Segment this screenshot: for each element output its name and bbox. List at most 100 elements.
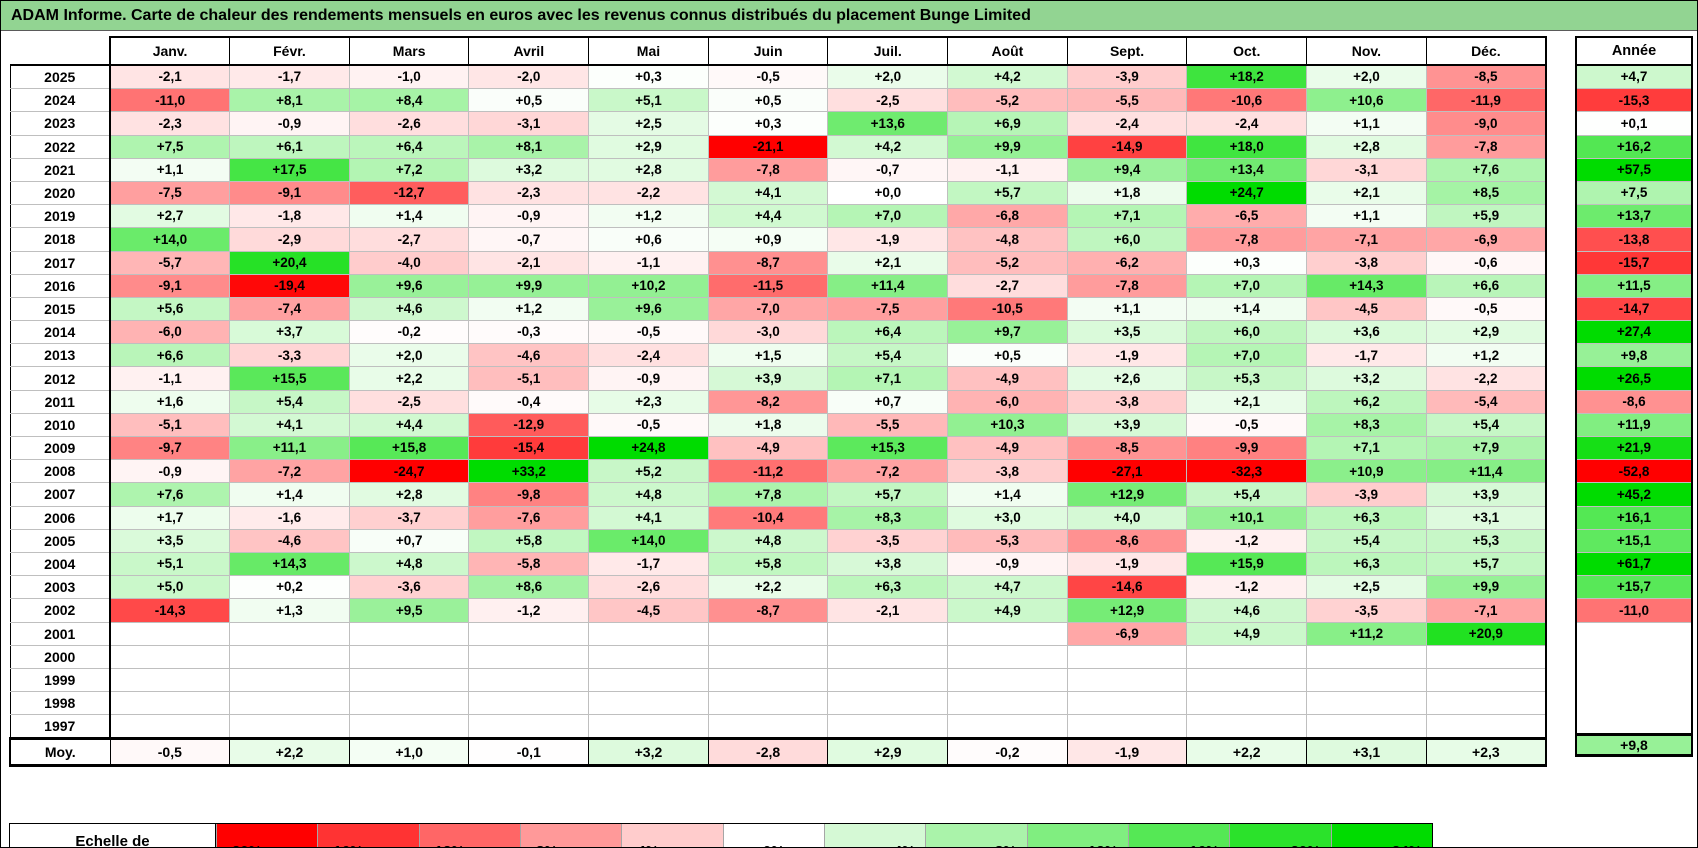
table-row: 2025 -2,1 -1,7 -1,0 -2,0 +0,3 -0,5 +2,0 +4,2 -3,9… xyxy=(9,64,1547,90)
year-label: 1997 xyxy=(9,714,111,740)
heatmap-cell xyxy=(468,644,590,669)
heatmap-cell: +4,9 xyxy=(1186,621,1308,646)
annual-row: -52,8 xyxy=(1575,459,1693,484)
heatmap-cell xyxy=(1066,714,1188,740)
heatmap-cell xyxy=(229,714,350,740)
annual-return-cell: +4,7 xyxy=(1575,65,1693,90)
title-bar: ADAM Informe. Carte de chaleur des rende… xyxy=(1,1,1697,31)
heatmap-cell: +7,1 xyxy=(1066,204,1188,229)
heatmap-cell: -14,9 xyxy=(1066,134,1188,159)
month-header: Juin xyxy=(707,36,829,66)
heatmap-cell: +0,3 xyxy=(707,111,829,136)
table-row: 2013 +6,6 -3,3 +2,0 -4,6 -2,4 +1,5 +5,4 +0,5 -1,9… xyxy=(9,343,1547,368)
heatmap-cell: +0,5 xyxy=(947,343,1068,368)
heatmap-cell xyxy=(947,714,1068,740)
heatmap-cell: -0,5 xyxy=(588,320,709,345)
heatmap-cell xyxy=(109,644,231,669)
average-cell: +2,3 xyxy=(1425,737,1547,768)
heatmap-cell: +5,4 xyxy=(1425,412,1547,438)
heatmap-cell: +6,0 xyxy=(1066,227,1188,252)
annual-return-cell: -52,8 xyxy=(1575,459,1693,484)
year-label: 2005 xyxy=(9,528,111,553)
month-header: Mars xyxy=(348,36,470,66)
annual-row: +11,5 xyxy=(1575,274,1693,298)
heatmap-cell: -14,3 xyxy=(109,598,231,623)
table-row: 1997 xyxy=(9,714,1547,740)
average-cell: -2,8 xyxy=(707,737,829,768)
heatmap-cell: -10,4 xyxy=(707,505,829,530)
heatmap-cell: +0,0 xyxy=(827,180,949,206)
year-label: 2002 xyxy=(9,598,111,623)
heatmap-cell: -1,7 xyxy=(588,551,709,577)
annual-row: +15,1 xyxy=(1575,529,1693,553)
annual-row: +16,1 xyxy=(1575,506,1693,530)
heatmap-cell: -1,7 xyxy=(229,64,350,90)
heatmap-cell: +9,6 xyxy=(588,296,709,322)
heatmap-cell: -1,9 xyxy=(1066,551,1188,577)
heatmap-cell: +1,2 xyxy=(1425,343,1547,368)
heatmap-cell: +3,1 xyxy=(1425,505,1547,530)
annual-return-cell: +0,1 xyxy=(1575,111,1693,136)
year-label: 2009 xyxy=(9,435,111,461)
annual-return-cell: +16,1 xyxy=(1575,506,1693,530)
heatmap-cell: -1,1 xyxy=(588,250,709,275)
heatmap-cell: -21,1 xyxy=(707,134,829,159)
heatmap-cell: +3,9 xyxy=(1066,412,1188,438)
heatmap-cell xyxy=(109,621,231,646)
year-label: 1999 xyxy=(9,667,111,693)
heatmap-cell: -0,9 xyxy=(229,111,350,136)
heatmap-cell: +0,2 xyxy=(229,575,350,600)
heatmap-cell: -6,9 xyxy=(1425,227,1547,252)
month-header: Sept. xyxy=(1066,36,1188,66)
year-label: 2006 xyxy=(9,505,111,530)
heatmap-cell: +7,0 xyxy=(1186,273,1308,298)
heatmap-cell xyxy=(1186,644,1308,669)
heatmap-cell xyxy=(468,714,590,740)
annual-return-cell: -15,3 xyxy=(1575,88,1693,113)
heatmap-cell xyxy=(588,714,709,740)
heatmap-cell: +4,1 xyxy=(707,180,829,206)
heatmap-cell: +3,9 xyxy=(707,366,829,391)
heatmap-cell: -3,9 xyxy=(1066,64,1188,90)
heatmap-cell: +12,9 xyxy=(1066,482,1188,507)
annual-row: +21,9 xyxy=(1575,436,1693,461)
annual-row: -15,3 xyxy=(1575,88,1693,113)
heatmap-cell: +15,8 xyxy=(348,435,470,461)
annual-row: +11,9 xyxy=(1575,413,1693,438)
heatmap-cell: -6,0 xyxy=(109,320,231,345)
heatmap-cell: +5,4 xyxy=(229,389,350,414)
heatmap-cell: -4,8 xyxy=(947,227,1068,252)
color-scale-stop: -12% xyxy=(418,824,520,847)
heatmap-cell xyxy=(348,667,470,693)
heatmap-cell: +1,2 xyxy=(588,204,709,229)
heatmap-cell: +0,9 xyxy=(707,227,829,252)
heatmap-cell: +0,5 xyxy=(707,88,829,113)
annual-row: +61,7 xyxy=(1575,552,1693,577)
average-cell: +3,2 xyxy=(588,737,709,768)
heatmap-cell: +5,4 xyxy=(1186,482,1308,507)
heatmap-cell: +10,1 xyxy=(1186,505,1308,530)
heatmap-cell: -4,6 xyxy=(468,343,590,368)
heatmap-cell: +4,8 xyxy=(588,482,709,507)
heatmap-cell: -2,6 xyxy=(588,575,709,600)
heatmap-cell: +6,3 xyxy=(1306,505,1427,530)
year-label: 2019 xyxy=(9,204,111,229)
heatmap-cell: +1,8 xyxy=(1066,180,1188,206)
table-row: 2009 -9,7 +11,1 +15,8 -15,4 +24,8 -4,9 +15,3 -4,… xyxy=(9,435,1547,461)
heatmap-cell: +4,7 xyxy=(947,575,1068,600)
heatmap-cell: -2,1 xyxy=(827,598,949,623)
month-header: Mai xyxy=(588,36,709,66)
annual-row xyxy=(1575,666,1693,690)
heatmap-cell: -0,9 xyxy=(588,366,709,391)
annual-return-cell: -8,6 xyxy=(1575,390,1693,414)
heatmap-cell: -0,5 xyxy=(588,412,709,438)
heatmap-cell: -1,1 xyxy=(109,366,231,391)
heatmap-cell xyxy=(1066,691,1188,716)
heatmap-cell: -3,1 xyxy=(1306,157,1427,182)
table-row: 2007 +7,6 +1,4 +2,8 -9,8 +4,8 +7,8 +5,7 +1,4 +12,… xyxy=(9,482,1547,507)
year-label: 2007 xyxy=(9,482,111,507)
heatmap-cell: +7,6 xyxy=(1425,157,1547,182)
heatmap-cell xyxy=(109,714,231,740)
heatmap-cell: +0,6 xyxy=(588,227,709,252)
heatmap-cell: -0,4 xyxy=(468,389,590,414)
